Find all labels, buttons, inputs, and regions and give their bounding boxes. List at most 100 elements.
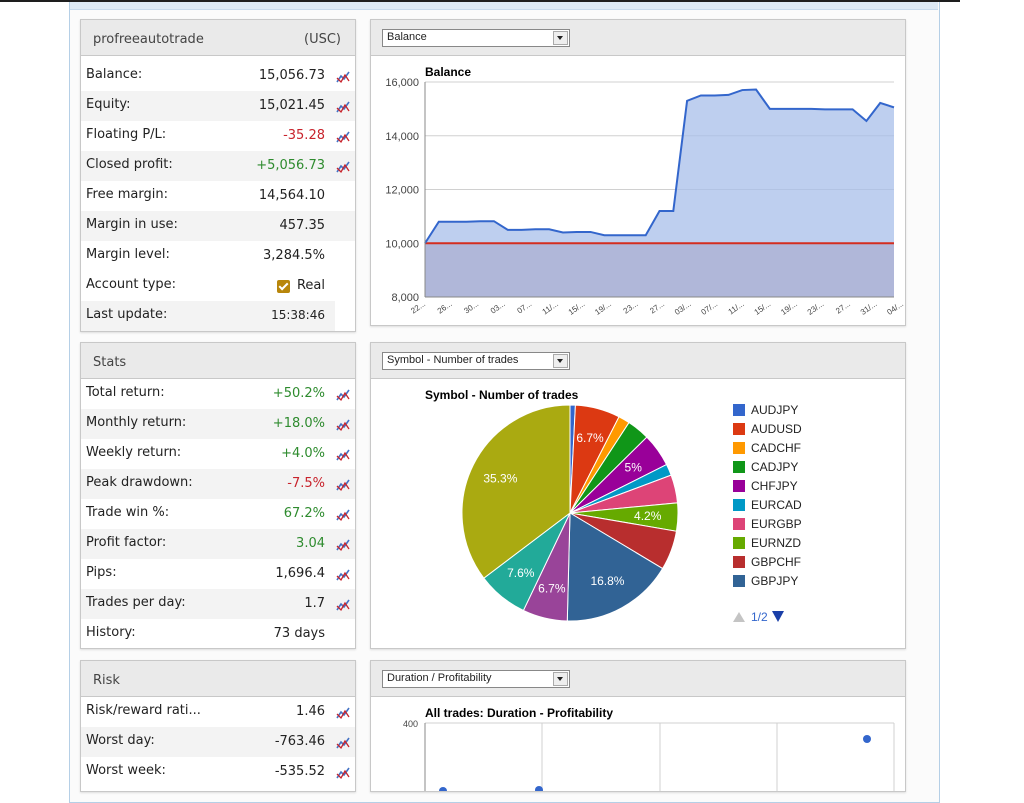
pie-slice-label: 5% [625, 461, 643, 475]
line-chart-icon[interactable] [336, 417, 350, 432]
line-chart-icon[interactable] [336, 69, 350, 84]
stats-row: Trades per day: 1.7 [81, 589, 355, 619]
triangle-up-icon[interactable] [733, 612, 745, 622]
account-value: 15,021.45 [258, 98, 325, 113]
stats-row: Profit factor: 3.04 [81, 529, 355, 559]
legend-swatch [733, 575, 745, 587]
pie-slice-label: 6.7% [538, 582, 566, 596]
symbol-chart-select[interactable]: Symbol - Number of trades [382, 352, 570, 370]
stats-value: 73 days [273, 626, 325, 641]
stats-value: 1,696.4 [275, 566, 325, 581]
stats-label: Weekly return: [86, 445, 182, 460]
balance-x-tick: 11/... [727, 299, 746, 316]
balance-x-tick: 04/... [885, 299, 905, 317]
balance-x-tick: 03/... [673, 299, 693, 317]
stats-row: Monthly return: +18.0% [81, 409, 355, 439]
balance-x-tick: 30... [462, 299, 480, 315]
balance-area [425, 89, 894, 298]
stats-value: 67.2% [283, 506, 325, 521]
balance-line [424, 88, 895, 244]
pie-slice-label: 35.3% [483, 471, 517, 485]
symbol-panel-header: Symbol - Number of trades [371, 343, 905, 379]
balance-x-tick: 15/... [567, 299, 587, 317]
legend-swatch [733, 537, 745, 549]
line-chart-icon[interactable] [336, 129, 350, 144]
account-label: Floating P/L: [86, 127, 167, 142]
legend-swatch [733, 499, 745, 511]
line-chart-icon[interactable] [336, 477, 350, 492]
balance-chart-select[interactable]: Balance [382, 29, 570, 47]
duration-select-value: Duration / Profitability [387, 672, 492, 684]
balance-y-tick: 8,000 [391, 292, 419, 304]
line-chart-icon[interactable] [336, 765, 350, 780]
dropdown-arrow-icon[interactable] [553, 672, 568, 686]
legend-swatch [733, 518, 745, 530]
risk-panel-header: Risk [81, 661, 355, 697]
stats-label: Peak drawdown: [86, 475, 193, 490]
risk-row: Risk/reward rati... 1.46 [81, 697, 355, 727]
risk-panel: Risk Risk/reward rati... 1.46 Worst day: -7… [80, 660, 356, 792]
legend-swatch [733, 423, 745, 435]
line-chart-icon[interactable] [336, 735, 350, 750]
legend-swatch [733, 480, 745, 492]
dropdown-arrow-icon[interactable] [553, 31, 568, 45]
risk-label: Worst week: [86, 763, 166, 778]
duration-point [439, 787, 447, 791]
duration-panel-header: Duration / Profitability [371, 661, 905, 697]
stats-value: 1.7 [304, 596, 325, 611]
account-panel: profreeautotrade (USC) Balance: 15,056.73… [80, 19, 356, 332]
risk-row: Worst week: -535.52 [81, 757, 355, 787]
balance-chart-panel: Balance Balance 16,000 14,000 12,000 10,000 8… [370, 19, 906, 326]
balance-x-tick: 19/... [593, 299, 613, 317]
legend-label: CADJPY [751, 460, 798, 474]
line-chart-icon[interactable] [336, 567, 350, 582]
line-chart-icon[interactable] [336, 387, 350, 402]
line-chart-icon[interactable] [336, 705, 350, 720]
pie-slice [461, 404, 571, 579]
balance-x-tick: 03... [489, 299, 507, 315]
symbol-select-value: Symbol - Number of trades [387, 354, 519, 366]
pie-slice-label: 7.6% [507, 566, 535, 580]
account-panel-header: profreeautotrade (USC) [81, 20, 355, 56]
account-label: Equity: [86, 97, 131, 112]
line-chart-icon[interactable] [336, 447, 350, 462]
balance-x-tick: 27... [648, 299, 666, 315]
legend-label: GBPJPY [751, 574, 798, 588]
legend-label: EURNZD [751, 536, 801, 550]
line-chart-icon[interactable] [336, 159, 350, 174]
last-update-value: 15:38:46 [271, 308, 325, 322]
pie-slice-label: 6.7% [576, 431, 604, 445]
balance-x-tick: 23... [622, 299, 640, 315]
duration-chart-panel: Duration / Profitability All trades: Dur… [370, 660, 906, 792]
account-label: Margin level: [86, 247, 170, 262]
stats-label: Pips: [86, 565, 117, 580]
balance-x-tick: 07... [515, 299, 533, 315]
line-chart-icon[interactable] [336, 99, 350, 114]
line-chart-icon[interactable] [336, 597, 350, 612]
duration-scatter-chart: All trades: Duration - Profitability 400 [403, 706, 895, 791]
risk-value: -763.46 [274, 734, 325, 749]
account-label: Free margin: [86, 187, 168, 202]
line-chart-icon[interactable] [336, 507, 350, 522]
balance-x-tick: 31/... [859, 299, 879, 317]
account-value: 15,056.73 [258, 68, 325, 83]
legend-swatch [733, 461, 745, 473]
triangle-down-icon[interactable] [772, 611, 784, 622]
legend-label: GBPCHF [751, 555, 801, 569]
risk-label: Worst day: [86, 733, 155, 748]
dropdown-arrow-icon[interactable] [553, 354, 568, 368]
legend-swatch [733, 442, 745, 454]
line-chart-icon[interactable] [336, 537, 350, 552]
stats-value: +4.0% [281, 446, 325, 461]
risk-value: -535.52 [274, 764, 325, 779]
last-update-row: Last update: 15:38:46 [81, 301, 335, 331]
symbol-chart-panel: Symbol - Number of trades Symbol - Numbe… [370, 342, 906, 649]
duration-point [863, 735, 871, 743]
account-currency: (USC) [304, 32, 341, 47]
risk-title: Risk [93, 673, 120, 688]
risk-label: Risk/reward rati... [86, 703, 201, 718]
duration-chart-select[interactable]: Duration / Profitability [382, 670, 570, 688]
legend-label: CADCHF [751, 441, 801, 455]
stats-label: Trade win %: [86, 505, 170, 520]
stats-value: +18.0% [272, 416, 325, 431]
